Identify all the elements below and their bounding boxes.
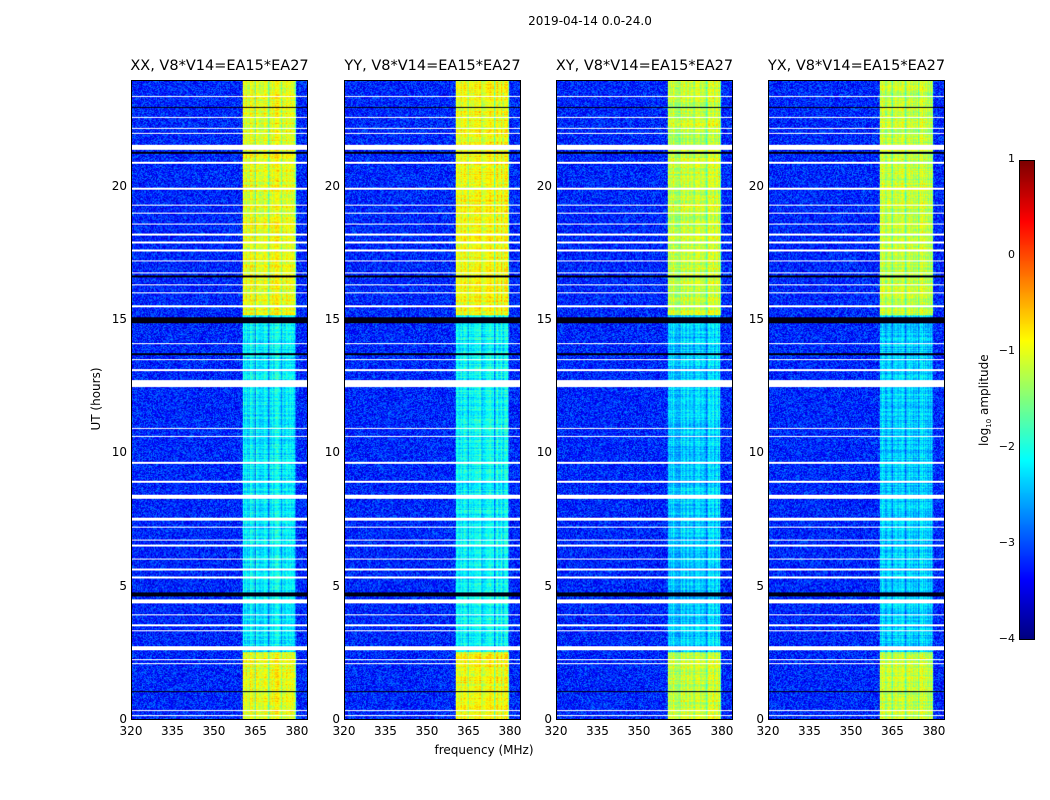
y-tick-label: 10 xyxy=(324,445,340,460)
y-tick-label: 15 xyxy=(536,312,552,326)
x-tick-label: 380 xyxy=(498,724,522,738)
colorbar xyxy=(1019,160,1035,640)
panel-title: XY, V8*V14=EA15*EA27 xyxy=(555,58,734,74)
y-tick-label: 20 xyxy=(748,178,764,193)
x-tick-label: 320 xyxy=(756,724,780,738)
waterfall-heatmap xyxy=(768,80,945,720)
y-tick-label: 20 xyxy=(536,178,552,193)
x-tick-label: 320 xyxy=(332,724,356,738)
x-tick-label: 350 xyxy=(839,724,863,738)
x-tick-label: 335 xyxy=(586,724,609,738)
x-tick-label: 320 xyxy=(119,724,143,738)
x-tick-label: 365 xyxy=(881,724,904,738)
x-tick-label: 380 xyxy=(922,724,946,738)
x-tick-label: 320 xyxy=(544,724,568,738)
x-tick-label: 380 xyxy=(285,724,309,738)
y-tick-label: 0 xyxy=(119,712,127,726)
y-tick-label: 15 xyxy=(324,312,340,326)
y-tick-label: 15 xyxy=(748,312,764,326)
x-tick-label: 350 xyxy=(202,724,226,738)
y-tick-label: 10 xyxy=(536,445,552,460)
colorbar-label: log10 amplitude xyxy=(977,345,993,455)
waterfall-heatmap xyxy=(344,80,521,720)
y-tick-label: 5 xyxy=(544,578,552,593)
x-axis-label: frequency (MHz) xyxy=(434,743,534,757)
colorbar-tick-label: −1 xyxy=(998,344,1015,357)
y-tick-label: 20 xyxy=(324,178,340,193)
figure-title: 2019-04-14 0.0-24.0 xyxy=(528,14,652,28)
x-tick-label: 365 xyxy=(457,724,480,738)
y-tick-label: 10 xyxy=(748,445,764,460)
colorbar-tick-label: 1 xyxy=(1008,152,1015,165)
colorbar-tick-label: −4 xyxy=(998,632,1015,645)
colorbar-tick-label: −3 xyxy=(998,536,1015,549)
colorbar-tick-label: 0 xyxy=(1008,248,1015,261)
panel-title: YX, V8*V14=EA15*EA27 xyxy=(767,58,946,74)
colorbar-label-sub: 10 xyxy=(985,418,994,428)
y-tick-label: 5 xyxy=(119,578,127,593)
x-tick-label: 365 xyxy=(669,724,692,738)
y-tick-label: 5 xyxy=(756,578,764,593)
panel-title: XX, V8*V14=EA15*EA27 xyxy=(130,58,309,74)
x-tick-label: 350 xyxy=(627,724,651,738)
y-tick-label: 20 xyxy=(111,178,127,193)
colorbar-tick-label: −2 xyxy=(998,440,1015,453)
x-tick-label: 335 xyxy=(374,724,397,738)
x-tick-label: 380 xyxy=(710,724,734,738)
y-tick-label: 15 xyxy=(111,312,127,326)
y-tick-label: 0 xyxy=(544,712,552,726)
waterfall-heatmap xyxy=(131,80,308,720)
y-tick-label: 0 xyxy=(332,712,340,726)
colorbar-label-base: log xyxy=(976,427,991,447)
colorbar-label-rest: amplitude xyxy=(976,354,991,419)
x-tick-label: 335 xyxy=(161,724,184,738)
x-tick-label: 350 xyxy=(415,724,439,738)
y-tick-label: 5 xyxy=(332,578,340,593)
y-tick-label: 0 xyxy=(756,712,764,726)
waterfall-heatmap xyxy=(556,80,733,720)
y-axis-label: UT (hours) xyxy=(89,367,103,431)
panel-title: YY, V8*V14=EA15*EA27 xyxy=(344,58,521,74)
x-tick-label: 335 xyxy=(798,724,821,738)
y-tick-label: 10 xyxy=(111,445,127,460)
x-tick-label: 365 xyxy=(244,724,267,738)
